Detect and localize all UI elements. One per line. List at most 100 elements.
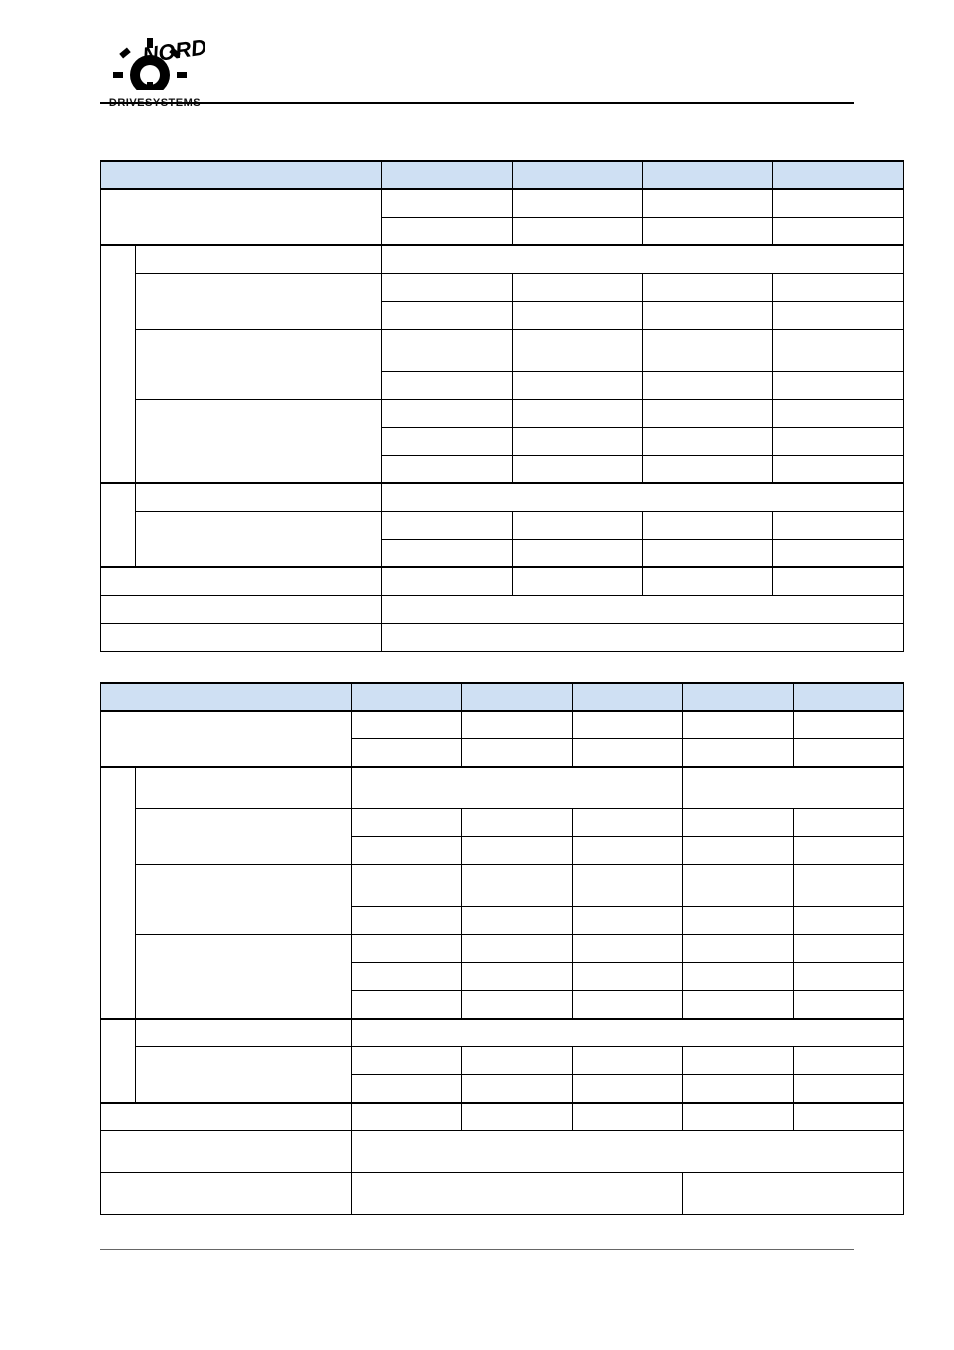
t1-r7-c3 <box>643 567 773 595</box>
t1-r4-a2 <box>643 399 773 427</box>
t1-r6-c7 <box>773 539 904 567</box>
t1-r6-c0 <box>382 511 512 539</box>
t2-r6-c4 <box>793 1047 903 1075</box>
t2-r2-c5 <box>351 837 461 865</box>
t1-r6-c1 <box>512 511 642 539</box>
t1-r6-c3 <box>773 511 904 539</box>
t2-r2-c6 <box>462 837 572 865</box>
t2-r3-t2 <box>572 865 682 907</box>
t2-r6-c9 <box>793 1075 903 1103</box>
t2-r6-c8 <box>683 1075 793 1103</box>
t2-r2-c0 <box>351 809 461 837</box>
t2-r3-t3 <box>683 865 793 907</box>
t2-r2-c2 <box>572 809 682 837</box>
t1-r1-label <box>136 245 382 273</box>
t2-h5 <box>793 683 903 711</box>
t2-r2-c4 <box>793 809 903 837</box>
t1-h2 <box>512 161 642 189</box>
t1-r2-c1 <box>512 273 642 301</box>
t2-r9-m1 <box>351 1173 682 1215</box>
t2-r5-merge <box>351 1019 903 1047</box>
t2-r2-c3 <box>683 809 793 837</box>
t2-r6-c5 <box>351 1075 461 1103</box>
t1-r4-c3 <box>773 455 904 483</box>
t1-h1 <box>382 161 512 189</box>
t1-r6-lead <box>136 511 382 567</box>
t2-r1-m2 <box>683 767 904 809</box>
t2-r9-label <box>101 1173 352 1215</box>
t1-h3 <box>643 161 773 189</box>
t2-r3-t0 <box>351 865 461 907</box>
t1-r6-c5 <box>512 539 642 567</box>
t1-r4-a0 <box>382 399 512 427</box>
t2-h2 <box>462 683 572 711</box>
t1-r4-b1 <box>512 427 642 455</box>
t1-r7-c4 <box>773 567 904 595</box>
t1-r3-b0 <box>382 371 512 399</box>
t2-r4-a3 <box>683 935 793 963</box>
t2-r0-c3 <box>572 711 682 739</box>
t2-r0-c1 <box>351 711 461 739</box>
t2-r2-c1 <box>462 809 572 837</box>
t2-r2-c7 <box>572 837 682 865</box>
t2-r6-c2 <box>572 1047 682 1075</box>
t1-r7-c2 <box>512 567 642 595</box>
t2-r4-lead <box>136 935 352 1019</box>
t1-r3-t2 <box>643 329 773 371</box>
t2-r2-lead <box>136 809 352 865</box>
t1-r9-label <box>101 623 382 651</box>
footer-rule <box>100 1249 854 1250</box>
brand-logo: NORD DRIVESYSTEMS <box>100 30 210 109</box>
t1-r8-label <box>101 595 382 623</box>
t1-r0-c8 <box>773 217 904 245</box>
t2-r3-t4 <box>793 865 903 907</box>
t1-r9-merge <box>382 623 904 651</box>
t2-r4-c2 <box>572 991 682 1019</box>
t2-h0 <box>101 683 352 711</box>
t2-r2-c9 <box>793 837 903 865</box>
t2-r7-c4 <box>683 1103 793 1131</box>
t2-r4-b0 <box>351 963 461 991</box>
t2-r4-b1 <box>462 963 572 991</box>
t2-r9-m2 <box>683 1173 904 1215</box>
t2-r8-label <box>101 1131 352 1173</box>
t1-r2-c4 <box>382 301 512 329</box>
t1-h0 <box>101 161 382 189</box>
t2-r6-c0 <box>351 1047 461 1075</box>
spec-table-1 <box>100 160 904 652</box>
t2-r0-c5 <box>793 711 903 739</box>
t1-r0-label <box>101 189 382 245</box>
t2-r0-c9 <box>683 739 793 767</box>
t1-h4 <box>773 161 904 189</box>
t2-r7-c3 <box>572 1103 682 1131</box>
t2-r7-c2 <box>462 1103 572 1131</box>
t1-r4-b3 <box>773 427 904 455</box>
t1-r1-merge <box>382 245 904 273</box>
t1-r2-c0 <box>382 273 512 301</box>
t1-r4-c2 <box>643 455 773 483</box>
t1-r6-c2 <box>643 511 773 539</box>
t1-r3-b1 <box>512 371 642 399</box>
t1-r3-t3 <box>773 329 904 371</box>
t2-r5-label <box>136 1019 352 1047</box>
t1-r4-a1 <box>512 399 642 427</box>
t2-r3-b2 <box>572 907 682 935</box>
t1-r0-c2 <box>512 189 642 217</box>
t1-r4-a3 <box>773 399 904 427</box>
t2-group1-lead <box>101 767 136 1019</box>
t2-r7-label <box>101 1103 352 1131</box>
t1-r2-c5 <box>512 301 642 329</box>
t1-r3-lead <box>136 329 382 399</box>
t1-r0-c3 <box>643 189 773 217</box>
t1-r7-c1 <box>382 567 512 595</box>
t2-h3 <box>572 683 682 711</box>
t2-r4-c4 <box>793 991 903 1019</box>
t1-r5-label <box>136 483 382 511</box>
t2-r0-c6 <box>351 739 461 767</box>
t2-r6-c3 <box>683 1047 793 1075</box>
t1-r8-merge <box>382 595 904 623</box>
t2-r4-a1 <box>462 935 572 963</box>
t1-r2-c2 <box>643 273 773 301</box>
t2-r6-c6 <box>462 1075 572 1103</box>
t1-r4-c0 <box>382 455 512 483</box>
